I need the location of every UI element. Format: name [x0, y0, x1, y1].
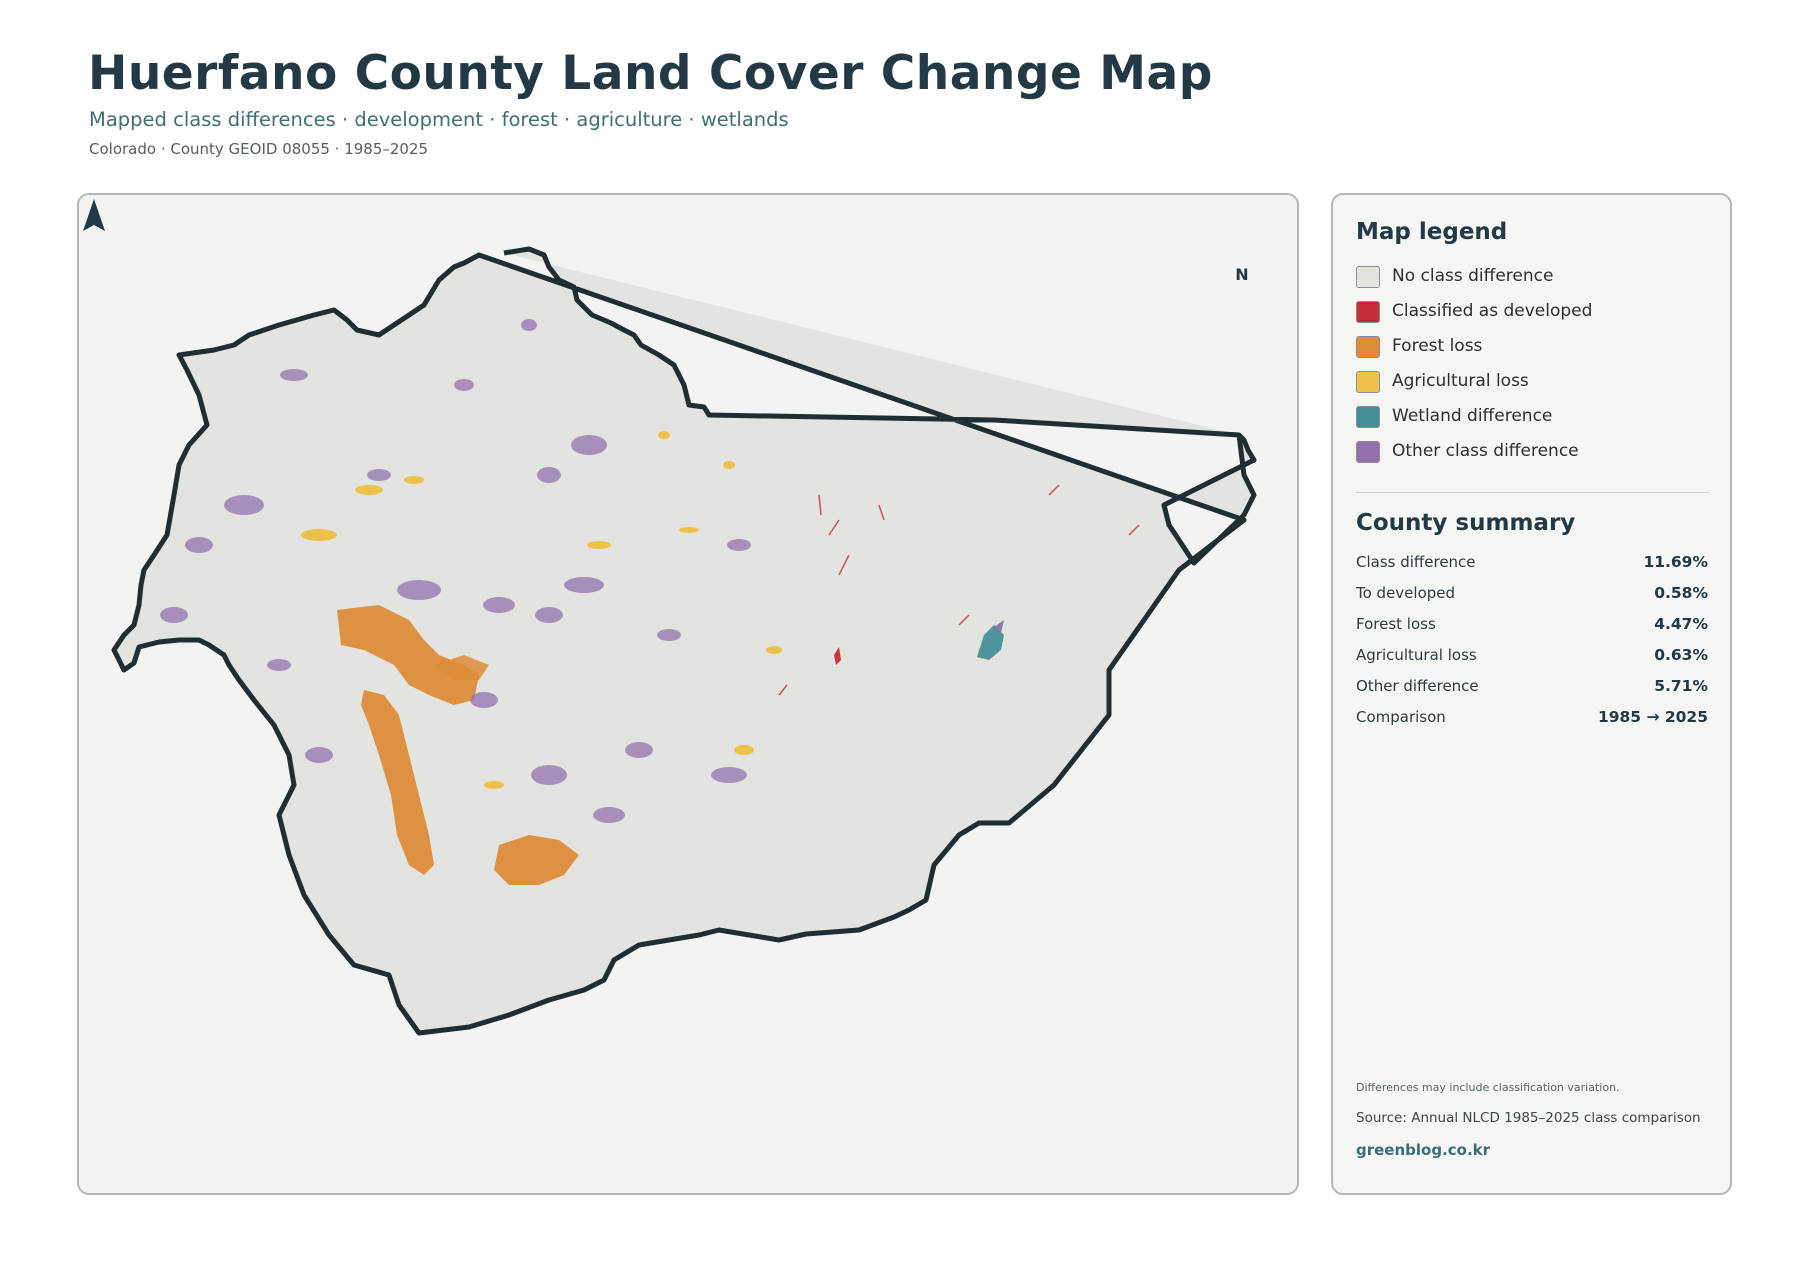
- other-difference-patch: [224, 495, 264, 515]
- developed-patch: [834, 647, 841, 665]
- other-difference-patch: [185, 537, 213, 553]
- summary-row-to-developed: To developed 0.58%: [1356, 584, 1708, 606]
- wetland-patch: [977, 625, 1004, 660]
- legend-swatch: [1356, 441, 1380, 463]
- agricultural-loss-patch: [587, 541, 611, 549]
- forest-loss-patch: [434, 655, 489, 680]
- brand-link[interactable]: greenblog.co.kr: [1356, 1141, 1491, 1159]
- other-difference-patch: [454, 379, 474, 391]
- summary-label: To developed: [1356, 584, 1456, 602]
- legend-label: Classified as developed: [1392, 301, 1593, 321]
- summary-label: Forest loss: [1356, 615, 1436, 633]
- summary-label: Other difference: [1356, 677, 1479, 695]
- other-difference-patch: [535, 607, 563, 623]
- developed-patch: [818, 494, 822, 516]
- other-difference-patch: [564, 577, 604, 593]
- page-meta: Colorado · County GEOID 08055 · 1985–202…: [89, 140, 429, 158]
- summary-value: 11.69%: [1643, 553, 1708, 571]
- page-title: Huerfano County Land Cover Change Map: [88, 46, 1213, 101]
- developed-patch: [778, 684, 788, 696]
- page-subtitle: Mapped class differences · development ·…: [89, 108, 789, 131]
- other-difference-patch: [994, 620, 1004, 633]
- legend-label: No class difference: [1392, 266, 1554, 286]
- summary-label: Comparison: [1356, 708, 1446, 726]
- legend-label: Forest loss: [1392, 336, 1483, 356]
- north-arrow-icon: [83, 199, 105, 231]
- other-difference-patch: [280, 369, 308, 381]
- other-difference-patch: [521, 319, 537, 331]
- legend-item-forest-loss[interactable]: Forest loss: [1356, 335, 1706, 361]
- summary-label: Class difference: [1356, 553, 1476, 571]
- other-difference-patch: [367, 469, 391, 481]
- footnote: Differences may include classification v…: [1356, 1081, 1620, 1094]
- other-difference-patch: [305, 747, 333, 763]
- developed-patch: [1128, 524, 1140, 536]
- legend-swatch: [1356, 336, 1380, 358]
- legend-title: Map legend: [1356, 219, 1508, 245]
- legend-label: Wetland difference: [1392, 406, 1553, 426]
- developed-patch: [878, 504, 885, 521]
- summary-value: 4.47%: [1654, 615, 1708, 633]
- north-label: N: [1235, 265, 1249, 284]
- other-difference-patch: [657, 629, 681, 641]
- legend-item-other[interactable]: Other class difference: [1356, 440, 1706, 466]
- legend-label: Other class difference: [1392, 441, 1579, 461]
- forest-loss-patch: [494, 835, 579, 885]
- county-boundary: [111, 246, 1257, 1036]
- developed-patch: [1048, 484, 1060, 496]
- source-credit: Source: Annual NLCD 1985–2025 class comp…: [1356, 1110, 1701, 1126]
- legend-item-no-difference[interactable]: No class difference: [1356, 265, 1706, 291]
- forest-loss-patch: [361, 690, 434, 875]
- agricultural-loss-patch: [355, 485, 383, 495]
- legend-swatch: [1356, 371, 1380, 393]
- forest-loss-patch: [337, 605, 479, 705]
- other-difference-patch: [531, 765, 567, 785]
- summary-title: County summary: [1356, 510, 1576, 536]
- agricultural-loss-patch: [679, 527, 699, 533]
- summary-value: 0.63%: [1654, 646, 1708, 664]
- agricultural-loss-patch: [658, 431, 670, 439]
- legend-panel: Map legend No class difference Classifie…: [1331, 193, 1732, 1195]
- summary-row-comparison: Comparison 1985 → 2025: [1356, 708, 1708, 730]
- developed-patch: [838, 554, 850, 576]
- other-difference-patch: [593, 807, 625, 823]
- other-difference-patch: [483, 597, 515, 613]
- summary-row-class-difference: Class difference 11.69%: [1356, 553, 1708, 575]
- summary-value: 0.58%: [1654, 584, 1708, 602]
- agricultural-loss-patch: [766, 646, 782, 654]
- legend-swatch: [1356, 301, 1380, 323]
- other-difference-patch: [267, 659, 291, 671]
- summary-row-other-difference: Other difference 5.71%: [1356, 677, 1708, 699]
- developed-patch: [828, 519, 840, 536]
- legend-item-agricultural-loss[interactable]: Agricultural loss: [1356, 370, 1706, 396]
- agricultural-loss-patch: [734, 745, 754, 755]
- change-patches: [160, 319, 1140, 885]
- other-difference-patch: [625, 742, 653, 758]
- legend-swatch: [1356, 266, 1380, 288]
- other-difference-patch: [727, 539, 751, 551]
- county-map[interactable]: [79, 195, 1299, 1195]
- summary-value: 1985 → 2025: [1597, 708, 1708, 726]
- other-difference-patch: [711, 767, 747, 783]
- summary-row-agricultural-loss: Agricultural loss 0.63%: [1356, 646, 1708, 668]
- legend-item-wetland[interactable]: Wetland difference: [1356, 405, 1706, 431]
- other-difference-patch: [470, 692, 498, 708]
- agricultural-loss-patch: [404, 476, 424, 484]
- legend-item-developed[interactable]: Classified as developed: [1356, 300, 1706, 326]
- other-difference-patch: [571, 435, 607, 455]
- legend-label: Agricultural loss: [1392, 371, 1529, 391]
- other-difference-patch: [537, 467, 561, 483]
- summary-value: 5.71%: [1654, 677, 1708, 695]
- other-difference-patch: [397, 580, 441, 600]
- map-panel[interactable]: N: [77, 193, 1299, 1195]
- legend-divider: [1356, 492, 1710, 493]
- agricultural-loss-patch: [723, 461, 735, 469]
- summary-label: Agricultural loss: [1356, 646, 1477, 664]
- legend-swatch: [1356, 406, 1380, 428]
- agricultural-loss-patch: [301, 529, 337, 541]
- developed-patch: [958, 614, 970, 626]
- other-difference-patch: [160, 607, 188, 623]
- agricultural-loss-patch: [484, 781, 504, 789]
- summary-row-forest-loss: Forest loss 4.47%: [1356, 615, 1708, 637]
